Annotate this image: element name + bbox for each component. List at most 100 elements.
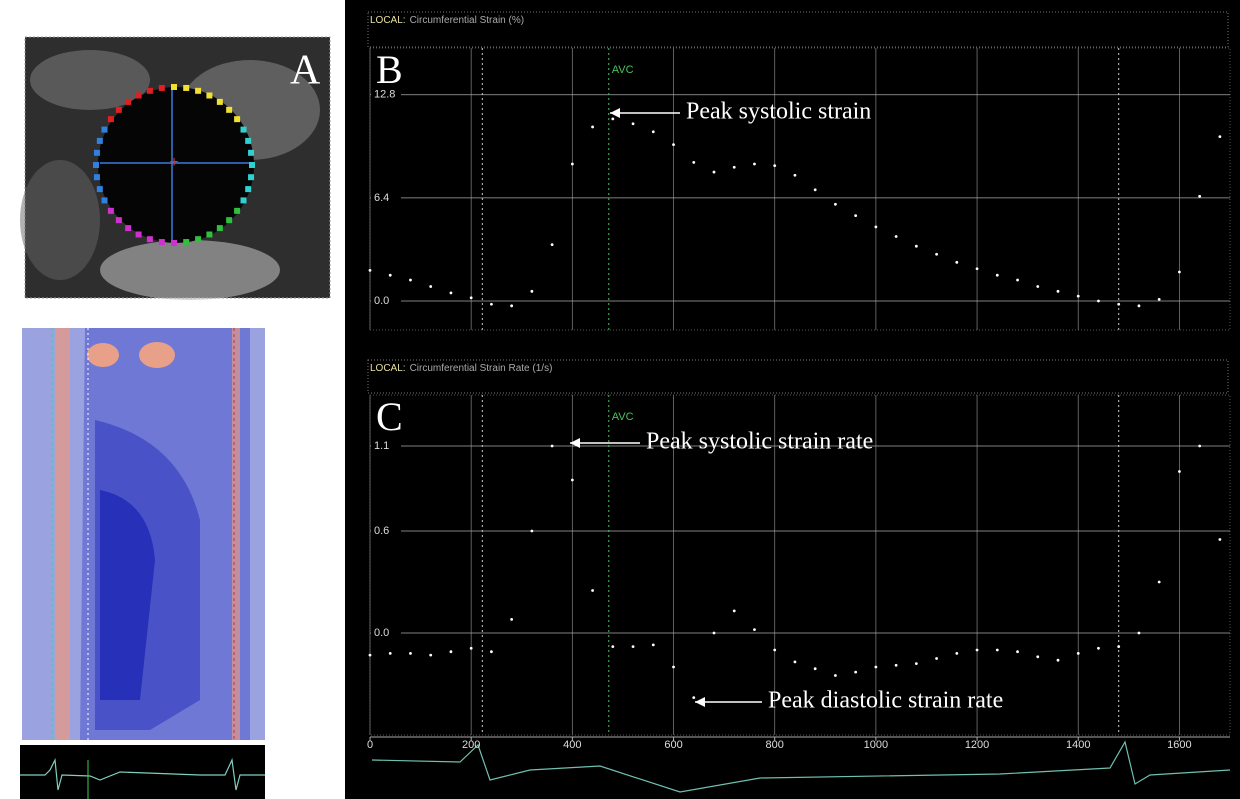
data-point	[510, 304, 514, 308]
x-tick-label: 1000	[864, 739, 888, 751]
data-point	[1016, 278, 1019, 282]
ring-dot	[248, 174, 255, 181]
ring-dot	[135, 231, 142, 238]
ring-dot	[245, 186, 252, 193]
y-tick-label: 0.0	[374, 627, 389, 639]
blob	[87, 343, 119, 367]
annotation: Peak systolic strain rate	[646, 429, 873, 455]
chart-header: LOCAL: Circumferential Strain (%)	[370, 15, 524, 26]
data-point	[1218, 135, 1222, 139]
band	[232, 328, 240, 740]
data-point	[732, 609, 736, 613]
colormap-panel	[22, 328, 265, 740]
data-point	[388, 652, 392, 655]
panel-label: C	[376, 394, 403, 439]
data-point	[672, 143, 675, 147]
band	[55, 328, 70, 740]
annotation: Peak diastolic strain rate	[768, 688, 1003, 714]
data-point	[935, 252, 938, 256]
data-point	[1198, 444, 1202, 448]
x-tick-label: 400	[563, 739, 581, 751]
chart-title: Circumferential Strain (%)	[410, 15, 524, 26]
data-point	[894, 663, 898, 667]
data-point	[1178, 470, 1181, 473]
data-point	[874, 225, 878, 229]
ring-dot	[240, 126, 247, 133]
data-point	[712, 170, 716, 174]
ring-dot	[146, 87, 153, 94]
ring-dot	[183, 84, 190, 91]
ring-dot	[101, 197, 108, 204]
ring-dot	[240, 197, 247, 204]
tracking-ring	[93, 84, 255, 246]
y-tick-label: 12.8	[374, 89, 395, 101]
ring-dot	[248, 149, 255, 156]
data-point	[368, 268, 372, 272]
data-point	[1117, 302, 1121, 306]
data-point	[834, 674, 837, 677]
panel-label: B	[376, 47, 403, 92]
data-point	[490, 302, 493, 306]
data-point	[1117, 645, 1121, 648]
arrow-head	[610, 108, 620, 118]
data-point	[1016, 650, 1019, 654]
header-prefix: LOCAL:	[370, 15, 406, 26]
ring-dot	[96, 186, 103, 193]
data-point	[388, 273, 392, 277]
data-point	[1218, 538, 1222, 541]
ring-dot	[158, 239, 165, 246]
ring-dot	[125, 98, 132, 105]
data-point	[793, 660, 797, 664]
chart-header: LOCAL: Circumferential Strain Rate (1/s)	[370, 363, 552, 374]
avc-label: AVC	[612, 411, 634, 423]
ring-dot	[171, 240, 177, 246]
data-point	[591, 589, 594, 592]
ring-dot	[216, 98, 223, 105]
x-tick-label: 600	[664, 739, 682, 751]
ring-dot	[245, 137, 252, 144]
data-point	[1097, 299, 1100, 303]
avc-label: AVC	[612, 64, 634, 76]
arrow-head	[570, 438, 580, 448]
data-point	[611, 117, 615, 121]
data-point	[995, 648, 999, 652]
y-tick-label: 0.6	[374, 525, 389, 537]
data-point	[732, 165, 736, 169]
center-mark: +	[169, 154, 178, 171]
y-tick-label: 1.1	[374, 440, 389, 452]
data-point	[1097, 646, 1100, 650]
data-point	[692, 161, 696, 164]
data-point	[793, 173, 797, 177]
data-point	[854, 670, 858, 674]
data-point	[611, 645, 615, 648]
data-point	[429, 285, 433, 288]
data-point	[530, 289, 534, 293]
data-point	[773, 164, 777, 168]
ring-dot	[93, 162, 99, 168]
tick-label-bg	[371, 87, 401, 102]
arrow-head	[695, 697, 705, 707]
x-tick-label: 200	[462, 739, 480, 751]
data-point	[550, 243, 554, 246]
ring-dot	[249, 162, 255, 168]
tissue	[20, 160, 100, 280]
ring-dot	[195, 87, 202, 94]
data-point	[914, 244, 918, 248]
data-point	[591, 125, 594, 129]
ring-dot	[93, 174, 100, 181]
ring-dot	[115, 106, 122, 113]
data-point	[753, 162, 756, 166]
data-point	[672, 665, 675, 669]
ecg-strip	[20, 745, 265, 799]
ring-dot	[115, 217, 122, 224]
tick-label-bg	[371, 293, 401, 308]
tick-label-bg	[371, 626, 401, 640]
data-point	[712, 631, 716, 635]
ring-dot	[107, 207, 114, 214]
ring-dot	[158, 84, 165, 91]
ring-dot	[206, 92, 213, 99]
data-point	[429, 653, 433, 657]
y-tick-label: 6.4	[374, 192, 389, 204]
ring-dot	[234, 207, 241, 214]
